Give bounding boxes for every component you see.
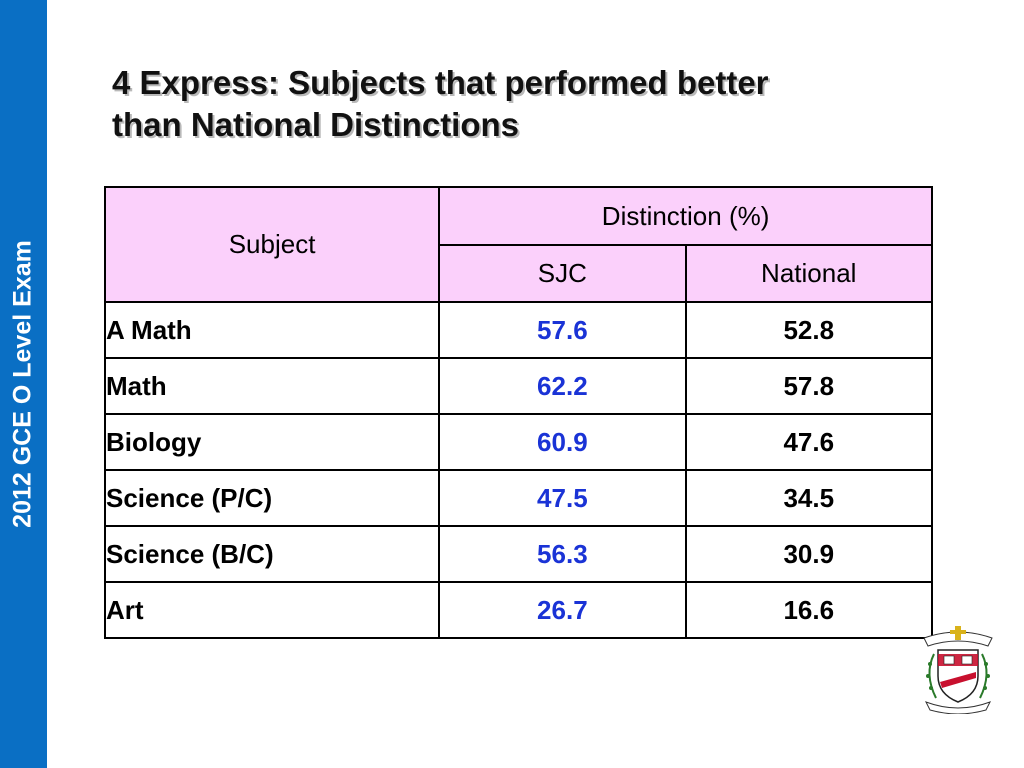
national-cell: 47.6 [684, 413, 934, 471]
subject-cell: Science (P/C) [103, 469, 441, 527]
sjc-cell: 47.5 [438, 469, 687, 527]
sjc-cell: 26.7 [438, 581, 687, 639]
school-crest-icon [918, 624, 998, 715]
sidebar-label: 2012 GCE O Level Exam [8, 240, 37, 528]
national-cell: 30.9 [684, 525, 934, 583]
sjc-cell: 62.2 [438, 357, 687, 415]
table-row: Science (B/C) 56.3 30.9 [103, 525, 934, 583]
slide-title: 4 Express: Subjects that performed bette… [112, 62, 932, 146]
subject-cell: Math [103, 357, 441, 415]
title-line-1: 4 Express: Subjects that performed bette… [112, 64, 769, 101]
subject-cell: Art [103, 581, 441, 639]
national-cell: 34.5 [684, 469, 934, 527]
table-row: Science (P/C) 47.5 34.5 [103, 469, 934, 527]
title-line-2: than National Distinctions [112, 106, 520, 143]
sjc-cell: 56.3 [438, 525, 687, 583]
national-cell: 57.8 [684, 357, 934, 415]
table-row: Math 62.2 57.8 [103, 357, 934, 415]
header-subject: Subject [103, 186, 441, 303]
table-row: Art 26.7 16.6 [103, 581, 934, 639]
subject-cell: Biology [103, 413, 441, 471]
table-row: A Math 57.6 52.8 [103, 301, 934, 359]
distinction-table: Subject Distinction (%) SJC National A M… [103, 186, 934, 639]
national-cell: 16.6 [684, 581, 934, 639]
subject-cell: Science (B/C) [103, 525, 441, 583]
header-national: National [684, 244, 934, 303]
header-distinction: Distinction (%) [438, 186, 933, 246]
subject-cell: A Math [103, 301, 441, 359]
table-row: Biology 60.9 47.6 [103, 413, 934, 471]
sjc-cell: 57.6 [438, 301, 687, 359]
sjc-cell: 60.9 [438, 413, 687, 471]
national-cell: 52.8 [684, 301, 934, 359]
header-sjc: SJC [438, 244, 687, 303]
crest-graphic [923, 626, 993, 715]
sidebar: 2012 GCE O Level Exam [0, 0, 47, 768]
